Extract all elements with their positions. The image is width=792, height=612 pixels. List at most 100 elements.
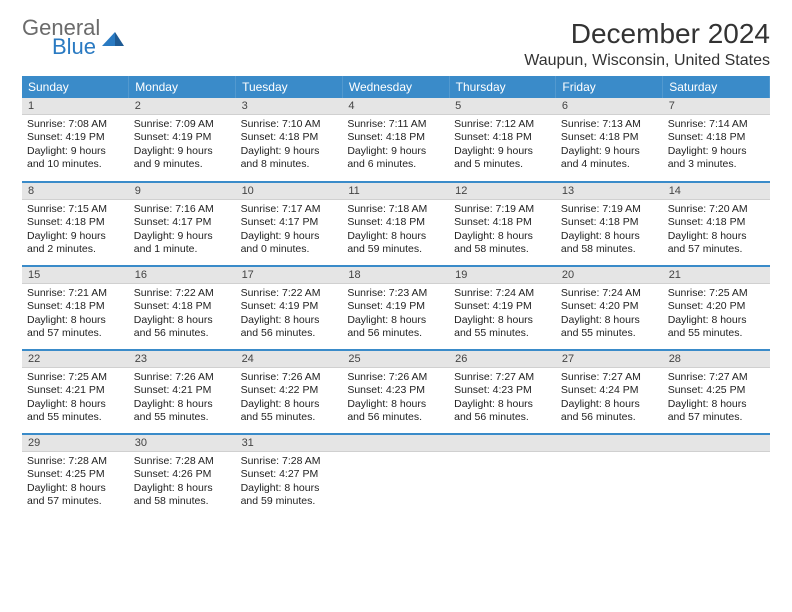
month-title: December 2024 [524,18,770,50]
weekday-header: Friday [556,76,663,98]
day-number: 14 [663,183,770,200]
day-body: Sunrise: 7:17 AMSunset: 4:17 PMDaylight:… [236,200,343,261]
day-body: Sunrise: 7:25 AMSunset: 4:21 PMDaylight:… [22,368,129,429]
calendar-table: Sunday Monday Tuesday Wednesday Thursday… [22,76,770,518]
day-number: 28 [663,351,770,368]
title-block: December 2024 Waupun, Wisconsin, United … [524,18,770,70]
calendar-page: General Blue December 2024 Waupun, Wisco… [0,0,792,528]
header: General Blue December 2024 Waupun, Wisco… [22,18,770,70]
day-number: 22 [22,351,129,368]
day-number: 29 [22,435,129,452]
weekday-header: Monday [129,76,236,98]
calendar-cell: 26Sunrise: 7:27 AMSunset: 4:23 PMDayligh… [449,350,556,434]
day-number: 24 [236,351,343,368]
day-body: Sunrise: 7:26 AMSunset: 4:22 PMDaylight:… [236,368,343,429]
day-number: 17 [236,267,343,284]
day-body: Sunrise: 7:09 AMSunset: 4:19 PMDaylight:… [129,115,236,176]
calendar-cell-empty [449,434,556,518]
brand-logo: General Blue [22,18,124,58]
calendar-cell: 17Sunrise: 7:22 AMSunset: 4:19 PMDayligh… [236,266,343,350]
calendar-cell: 31Sunrise: 7:28 AMSunset: 4:27 PMDayligh… [236,434,343,518]
brand-word-2: Blue [52,37,100,58]
day-body: Sunrise: 7:26 AMSunset: 4:23 PMDaylight:… [342,368,449,429]
day-body: Sunrise: 7:08 AMSunset: 4:19 PMDaylight:… [22,115,129,176]
day-body: Sunrise: 7:16 AMSunset: 4:17 PMDaylight:… [129,200,236,261]
day-number-empty [342,435,449,452]
day-number: 11 [342,183,449,200]
day-body: Sunrise: 7:10 AMSunset: 4:18 PMDaylight:… [236,115,343,176]
day-body: Sunrise: 7:28 AMSunset: 4:25 PMDaylight:… [22,452,129,513]
weekday-header: Saturday [663,76,770,98]
weekday-header: Wednesday [342,76,449,98]
day-number: 31 [236,435,343,452]
calendar-cell: 14Sunrise: 7:20 AMSunset: 4:18 PMDayligh… [663,182,770,266]
calendar-cell: 3Sunrise: 7:10 AMSunset: 4:18 PMDaylight… [236,98,343,182]
day-number-empty [449,435,556,452]
calendar-cell: 13Sunrise: 7:19 AMSunset: 4:18 PMDayligh… [556,182,663,266]
day-body: Sunrise: 7:11 AMSunset: 4:18 PMDaylight:… [342,115,449,176]
calendar-cell: 19Sunrise: 7:24 AMSunset: 4:19 PMDayligh… [449,266,556,350]
day-body: Sunrise: 7:28 AMSunset: 4:27 PMDaylight:… [236,452,343,513]
calendar-cell: 25Sunrise: 7:26 AMSunset: 4:23 PMDayligh… [342,350,449,434]
day-number: 2 [129,98,236,115]
calendar-cell: 30Sunrise: 7:28 AMSunset: 4:26 PMDayligh… [129,434,236,518]
calendar-cell: 20Sunrise: 7:24 AMSunset: 4:20 PMDayligh… [556,266,663,350]
weekday-header-row: Sunday Monday Tuesday Wednesday Thursday… [22,76,770,98]
day-body: Sunrise: 7:27 AMSunset: 4:25 PMDaylight:… [663,368,770,429]
calendar-cell: 12Sunrise: 7:19 AMSunset: 4:18 PMDayligh… [449,182,556,266]
calendar-cell: 18Sunrise: 7:23 AMSunset: 4:19 PMDayligh… [342,266,449,350]
calendar-cell-empty [342,434,449,518]
calendar-cell: 24Sunrise: 7:26 AMSunset: 4:22 PMDayligh… [236,350,343,434]
day-number: 23 [129,351,236,368]
calendar-cell: 16Sunrise: 7:22 AMSunset: 4:18 PMDayligh… [129,266,236,350]
calendar-cell: 11Sunrise: 7:18 AMSunset: 4:18 PMDayligh… [342,182,449,266]
day-number-empty [556,435,663,452]
location-label: Waupun, Wisconsin, United States [524,52,770,70]
day-number: 6 [556,98,663,115]
day-number: 3 [236,98,343,115]
day-body: Sunrise: 7:26 AMSunset: 4:21 PMDaylight:… [129,368,236,429]
day-number: 27 [556,351,663,368]
day-number: 19 [449,267,556,284]
calendar-cell: 9Sunrise: 7:16 AMSunset: 4:17 PMDaylight… [129,182,236,266]
day-body: Sunrise: 7:24 AMSunset: 4:20 PMDaylight:… [556,284,663,345]
calendar-cell: 22Sunrise: 7:25 AMSunset: 4:21 PMDayligh… [22,350,129,434]
calendar-row: 22Sunrise: 7:25 AMSunset: 4:21 PMDayligh… [22,350,770,434]
day-number: 15 [22,267,129,284]
day-number: 4 [342,98,449,115]
day-body: Sunrise: 7:21 AMSunset: 4:18 PMDaylight:… [22,284,129,345]
calendar-cell: 2Sunrise: 7:09 AMSunset: 4:19 PMDaylight… [129,98,236,182]
calendar-cell: 28Sunrise: 7:27 AMSunset: 4:25 PMDayligh… [663,350,770,434]
day-number: 26 [449,351,556,368]
day-body: Sunrise: 7:20 AMSunset: 4:18 PMDaylight:… [663,200,770,261]
calendar-row: 15Sunrise: 7:21 AMSunset: 4:18 PMDayligh… [22,266,770,350]
day-number: 10 [236,183,343,200]
day-body: Sunrise: 7:19 AMSunset: 4:18 PMDaylight:… [449,200,556,261]
weekday-header: Tuesday [236,76,343,98]
weekday-header: Sunday [22,76,129,98]
day-number: 21 [663,267,770,284]
day-number: 18 [342,267,449,284]
calendar-cell: 21Sunrise: 7:25 AMSunset: 4:20 PMDayligh… [663,266,770,350]
weekday-header: Thursday [449,76,556,98]
calendar-cell: 15Sunrise: 7:21 AMSunset: 4:18 PMDayligh… [22,266,129,350]
calendar-cell: 1Sunrise: 7:08 AMSunset: 4:19 PMDaylight… [22,98,129,182]
day-body: Sunrise: 7:19 AMSunset: 4:18 PMDaylight:… [556,200,663,261]
day-body: Sunrise: 7:22 AMSunset: 4:18 PMDaylight:… [129,284,236,345]
calendar-cell: 23Sunrise: 7:26 AMSunset: 4:21 PMDayligh… [129,350,236,434]
day-body: Sunrise: 7:12 AMSunset: 4:18 PMDaylight:… [449,115,556,176]
day-body: Sunrise: 7:25 AMSunset: 4:20 PMDaylight:… [663,284,770,345]
day-number: 25 [342,351,449,368]
calendar-body: 1Sunrise: 7:08 AMSunset: 4:19 PMDaylight… [22,98,770,518]
day-number-empty [663,435,770,452]
calendar-cell: 5Sunrise: 7:12 AMSunset: 4:18 PMDaylight… [449,98,556,182]
day-number: 1 [22,98,129,115]
calendar-row: 8Sunrise: 7:15 AMSunset: 4:18 PMDaylight… [22,182,770,266]
calendar-cell-empty [556,434,663,518]
day-number: 20 [556,267,663,284]
day-number: 12 [449,183,556,200]
calendar-cell: 7Sunrise: 7:14 AMSunset: 4:18 PMDaylight… [663,98,770,182]
day-number: 7 [663,98,770,115]
day-body: Sunrise: 7:13 AMSunset: 4:18 PMDaylight:… [556,115,663,176]
calendar-cell: 8Sunrise: 7:15 AMSunset: 4:18 PMDaylight… [22,182,129,266]
